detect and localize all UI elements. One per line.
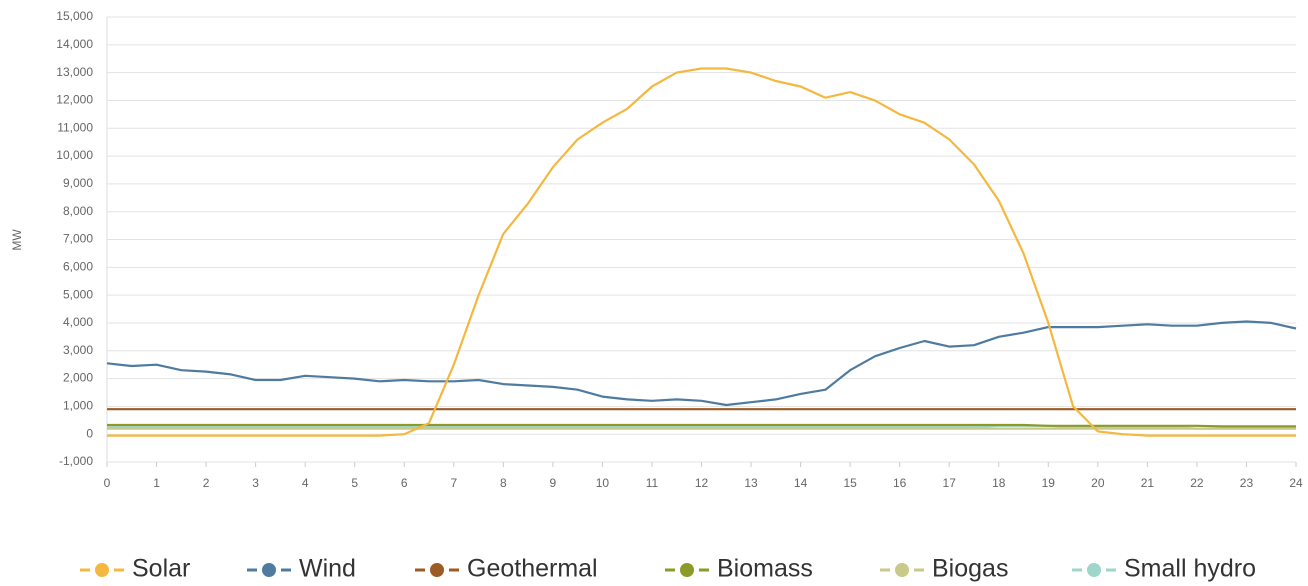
y-tick-label: 6,000 — [63, 259, 93, 273]
x-tick-label: 15 — [843, 476, 857, 490]
x-tick-label: 3 — [252, 476, 259, 490]
x-tick-label: 11 — [646, 476, 659, 490]
y-tick-label: 3,000 — [63, 343, 93, 357]
x-tick-label: 5 — [351, 476, 358, 490]
x-tick-label: 16 — [893, 476, 907, 490]
y-tick-label: 1,000 — [63, 399, 93, 413]
y-tick-label: 11,000 — [57, 120, 93, 134]
x-tick-label: 4 — [302, 476, 309, 490]
x-tick-label: 6 — [401, 476, 408, 490]
series-line — [107, 424, 1296, 430]
y-tick-label: 9,000 — [63, 176, 93, 190]
x-tick-label: 17 — [943, 476, 957, 490]
series-line — [106, 320, 1297, 407]
y-tick-label: 0 — [86, 426, 93, 440]
x-tick-label: 1 — [153, 476, 160, 490]
x-tick-label: 19 — [1042, 476, 1056, 490]
y-tick-label: 14,000 — [56, 37, 93, 51]
legend-marker — [895, 563, 909, 577]
x-tick-label: 10 — [596, 476, 610, 490]
series-line — [107, 67, 1296, 437]
y-tick-label: 10,000 — [56, 148, 93, 162]
x-tick-label: 12 — [695, 476, 709, 490]
y-tick-label: 12,000 — [56, 93, 93, 107]
legend-label: Small hydro — [1124, 555, 1256, 583]
x-tick-label: 24 — [1289, 476, 1303, 490]
y-tick-label: 4,000 — [63, 315, 93, 329]
legend-label: Wind — [299, 555, 356, 583]
legend-label: Geothermal — [467, 555, 598, 583]
x-tick-label: 7 — [450, 476, 457, 490]
legend-marker — [1087, 563, 1101, 577]
x-tick-label: 23 — [1240, 476, 1254, 490]
x-tick-label: 20 — [1091, 476, 1105, 490]
y-tick-label: -1,000 — [59, 454, 93, 468]
legend-marker — [680, 563, 694, 577]
y-tick-label: 8,000 — [63, 204, 93, 218]
y-tick-label: 7,000 — [63, 232, 93, 246]
series-line — [107, 423, 1296, 428]
y-tick-label: 2,000 — [63, 371, 93, 385]
y-tick-label: 15,000 — [56, 9, 93, 23]
x-tick-label: 8 — [500, 476, 507, 490]
y-axis-label: MW — [10, 229, 24, 251]
x-tick-label: 0 — [104, 476, 111, 490]
x-tick-label: 13 — [744, 476, 758, 490]
legend-label: Biogas — [932, 555, 1008, 583]
legend-marker — [430, 563, 444, 577]
x-tick-label: 9 — [550, 476, 557, 490]
x-tick-label: 22 — [1190, 476, 1204, 490]
legend-label: Solar — [132, 555, 190, 583]
y-tick-label: 13,000 — [56, 65, 93, 79]
legend-marker — [262, 563, 276, 577]
x-tick-label: 18 — [992, 476, 1006, 490]
x-tick-label: 21 — [1141, 476, 1155, 490]
x-tick-label: 14 — [794, 476, 808, 490]
x-tick-label: 2 — [203, 476, 210, 490]
legend-label: Biomass — [717, 555, 813, 583]
y-tick-label: 5,000 — [63, 287, 93, 301]
legend-marker — [95, 563, 109, 577]
